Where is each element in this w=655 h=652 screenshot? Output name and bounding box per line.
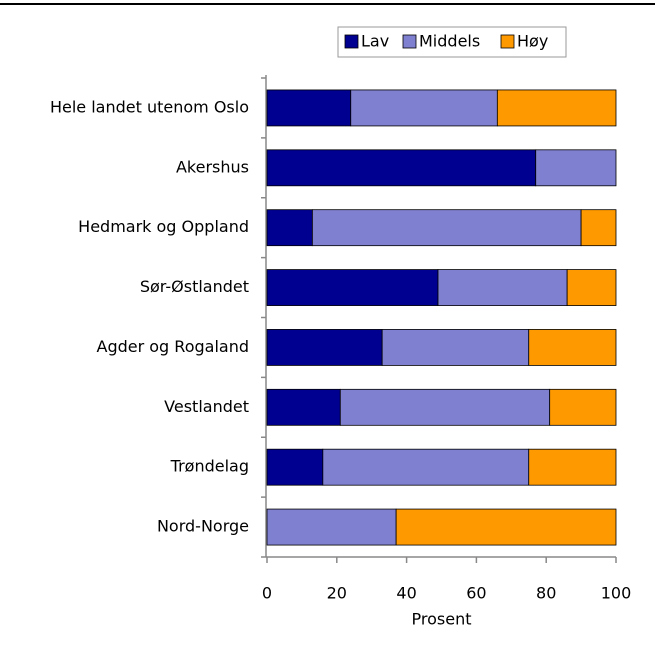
y-tick-label: Trøndelag — [170, 457, 249, 476]
x-axis-label: Prosent — [412, 610, 472, 629]
x-tick-label: 80 — [536, 584, 556, 603]
bar-segment — [311, 209, 582, 247]
y-tick-label: Agder og Rogaland — [97, 337, 250, 356]
y-tick-label: Akershus — [176, 157, 249, 176]
legend-swatch — [344, 34, 359, 49]
bar-segment — [266, 388, 341, 426]
bar-segment — [266, 448, 324, 486]
bar-segment — [496, 89, 617, 127]
bar-segment — [322, 448, 530, 486]
y-tick-label: Nord-Norge — [157, 517, 249, 536]
legend-swatch — [500, 34, 515, 49]
bar-segment — [549, 388, 617, 426]
bar-segment — [566, 269, 617, 306]
x-tick-label: 40 — [396, 584, 416, 603]
bar-segment — [395, 508, 617, 546]
bar-segment — [266, 149, 537, 187]
bar-segment — [535, 149, 617, 187]
bar-segment — [350, 89, 498, 127]
y-tick-label: Hele landet utenom Oslo — [50, 97, 249, 116]
legend-label: Høy — [517, 32, 548, 51]
legend-label: Middels — [419, 32, 480, 51]
bar-segment — [266, 508, 397, 546]
bar-segment — [266, 209, 313, 247]
y-tick-label: Hedmark og Oppland — [78, 217, 249, 236]
x-tick-label: 0 — [262, 584, 272, 603]
bar-segment — [580, 209, 617, 247]
bar-segment — [437, 269, 568, 306]
legend-box — [337, 26, 567, 58]
bar-segment — [266, 329, 383, 366]
x-tick-label: 20 — [327, 584, 347, 603]
legend-label: Lav — [361, 32, 389, 51]
bar-segment — [528, 448, 617, 486]
legend-swatch — [402, 34, 417, 49]
x-tick-label: 60 — [466, 584, 486, 603]
y-tick-label: Sør-Østlandet — [140, 277, 249, 296]
x-tick-label: 100 — [601, 584, 632, 603]
bar-segment — [339, 388, 551, 426]
y-tick-label: Vestlandet — [164, 397, 249, 416]
bar-segment — [528, 329, 617, 366]
bar-segment — [381, 329, 530, 366]
bar-segment — [266, 89, 352, 127]
bar-segment — [266, 269, 439, 306]
